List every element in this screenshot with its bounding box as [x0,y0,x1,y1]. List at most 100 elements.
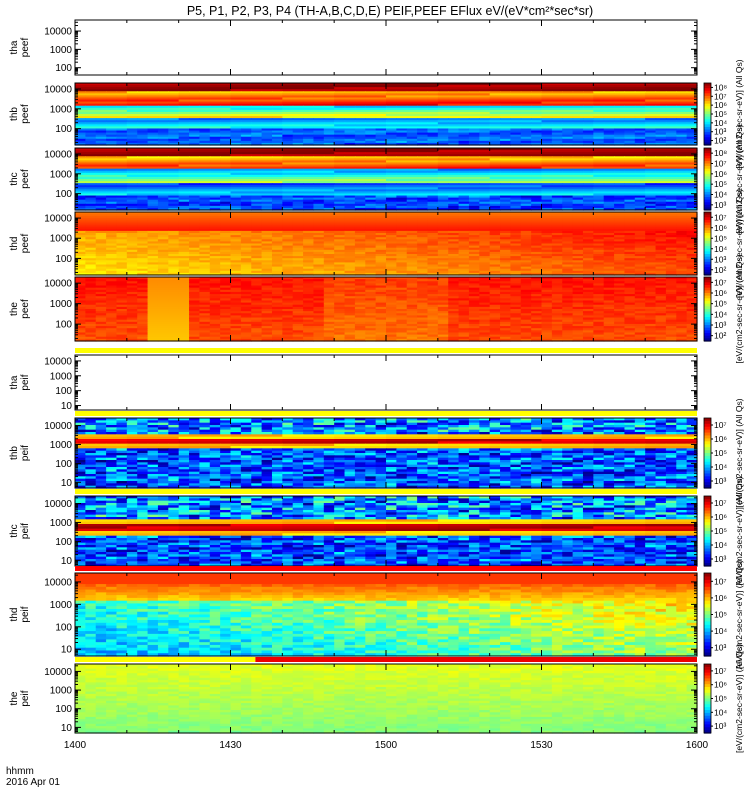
spectrogram-cell [240,126,252,130]
spectrogram-cell [468,156,480,159]
spectrogram-cell [614,158,626,161]
spectrogram-cell [427,214,439,217]
spectrogram-cell [75,183,86,186]
spectrogram-cell [261,128,273,132]
spectrogram-cell [147,138,159,142]
spectrogram-cell [334,138,346,142]
spectrogram-cell [178,176,190,180]
spectrogram-cell [427,172,439,176]
spectrogram-cell [323,154,335,157]
spectrogram-cell [417,199,429,203]
spectrogram-cell [251,243,263,247]
spectrogram-cell [500,189,511,192]
spectrogram-cell [126,189,138,192]
spectrogram-cell [365,148,377,151]
spectrogram-cell [157,247,169,251]
spectrogram-cell [624,122,636,125]
spectrogram-cell [313,109,325,113]
spectrogram-cell [147,87,159,90]
spectrogram-cell [85,214,97,217]
spectrogram-cell [230,109,242,113]
spectrogram-cell [437,152,449,155]
spectrogram-cell [168,152,180,155]
spectrogram-cell [168,97,180,101]
spectrogram-cell [199,87,211,90]
spectrogram-cell [95,158,107,161]
spectrogram-cell [292,245,304,249]
spectrogram-cell [282,160,294,164]
spectrogram-cell [593,134,605,138]
spectrogram-cell [303,93,315,96]
spectrogram-cell [562,95,574,99]
spectrogram-cell [209,203,221,207]
spectrogram-cell [261,160,273,164]
spectrogram-cell [95,185,107,188]
spectrogram-cell [344,189,356,192]
spectrogram-cell [665,93,677,96]
spectrogram-cell [686,118,698,121]
spectrogram-cell [230,189,242,192]
spectrogram-cell [375,83,387,86]
spectrogram-cell [541,235,553,238]
spectrogram-cell [427,176,439,180]
spectrogram-cell [292,162,304,166]
spectrogram-cell [614,132,626,136]
spectrogram-cell [95,126,107,130]
spectrogram-cell [437,114,449,117]
spectrogram-cell [95,226,107,230]
spectrogram-cell [261,203,273,207]
spectrogram-cell [593,97,605,101]
spectrogram-cell [458,166,470,170]
spectrogram-cell [75,241,86,245]
spectrogram-cell [572,241,584,245]
spectrogram-cell [251,114,263,117]
spectrogram-cell [95,222,107,226]
spectrogram-cell [634,136,646,140]
spectrogram-cell [75,114,86,117]
spectrogram-cell [106,222,118,226]
spectrogram-cell [572,114,584,117]
spectrogram-cell [251,235,263,238]
spectrogram-cell [209,89,221,92]
spectrogram-cell [406,83,418,86]
spectrogram-cell [303,138,315,142]
spectrogram-cell [271,138,283,142]
spectrogram-cell [230,162,242,166]
spectrogram-cell [396,109,408,113]
spectrogram-cell [645,162,657,166]
spectrogram-cell [282,237,294,240]
spectrogram-cell [582,174,594,178]
spectrogram-cell [417,174,429,178]
spectrogram-cell [168,203,180,207]
spectrogram-cell [303,142,315,146]
spectrogram-cell [116,226,128,230]
spectrogram-cell [551,185,563,188]
spectrogram-cell [313,207,325,211]
spectrogram-cell [85,152,97,155]
spectrogram-cell [137,134,149,138]
spectrogram-cell [137,247,149,251]
spectrogram-cell [676,203,688,207]
spectrogram-cell [106,207,118,211]
spectrogram-cell [665,176,677,180]
spectrogram-cell [562,201,574,205]
spectrogram-cell [458,214,470,217]
spectrogram-cell [551,230,563,234]
spectrogram-cell [303,230,315,234]
spectrogram-cell [603,235,615,238]
spectrogram-cell [261,101,273,105]
spectrogram-cell [406,230,418,234]
spectrogram-cell [126,181,138,184]
spectrogram-cell [427,111,439,115]
spectrogram-cell [292,107,304,111]
spectrogram-cell [510,134,522,138]
spectrogram-cell [344,107,356,111]
spectrogram-cell [458,150,470,153]
spectrogram-cell [168,226,180,230]
spectrogram-cell [334,89,346,92]
spectrogram-cell [551,122,563,125]
spectrogram-cell [593,197,605,201]
spectrogram-cell [178,224,190,228]
spectrogram-cell [199,132,211,136]
spectrogram-cell [614,214,626,217]
